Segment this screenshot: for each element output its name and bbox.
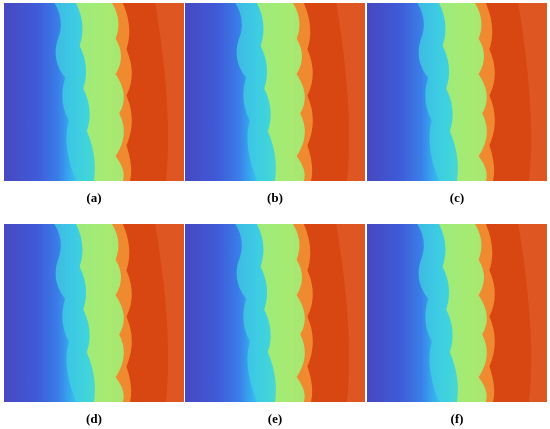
panel-image [367,3,547,181]
image [185,224,365,402]
panel-image [367,224,547,402]
panel: (b) [185,3,365,206]
image [4,224,184,402]
panel-caption: (d) [86,411,102,426]
panel: (e) [185,224,365,427]
image [185,3,365,181]
image [4,3,184,181]
panel-caption: (f) [450,411,464,426]
panel-caption: (a) [86,190,102,205]
image [367,224,547,402]
panel: (f) [367,224,547,427]
panel-caption: (e) [267,411,283,426]
panel-caption: (b) [267,190,283,205]
panel: (c) [367,3,547,206]
panel: (d) [4,224,184,427]
panel-image [4,224,184,402]
panel: (a) [4,3,184,206]
panel-caption: (c) [449,190,465,205]
panel-image [4,3,184,181]
panel-image [185,224,365,402]
panel-image [185,3,365,181]
image [367,3,547,181]
